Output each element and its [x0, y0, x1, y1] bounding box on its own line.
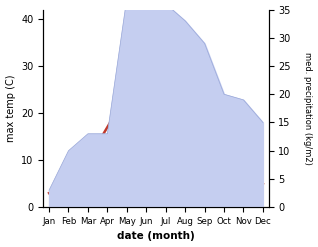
Y-axis label: max temp (C): max temp (C)	[5, 75, 16, 142]
X-axis label: date (month): date (month)	[117, 231, 195, 242]
Y-axis label: med. precipitation (kg/m2): med. precipitation (kg/m2)	[303, 52, 313, 165]
